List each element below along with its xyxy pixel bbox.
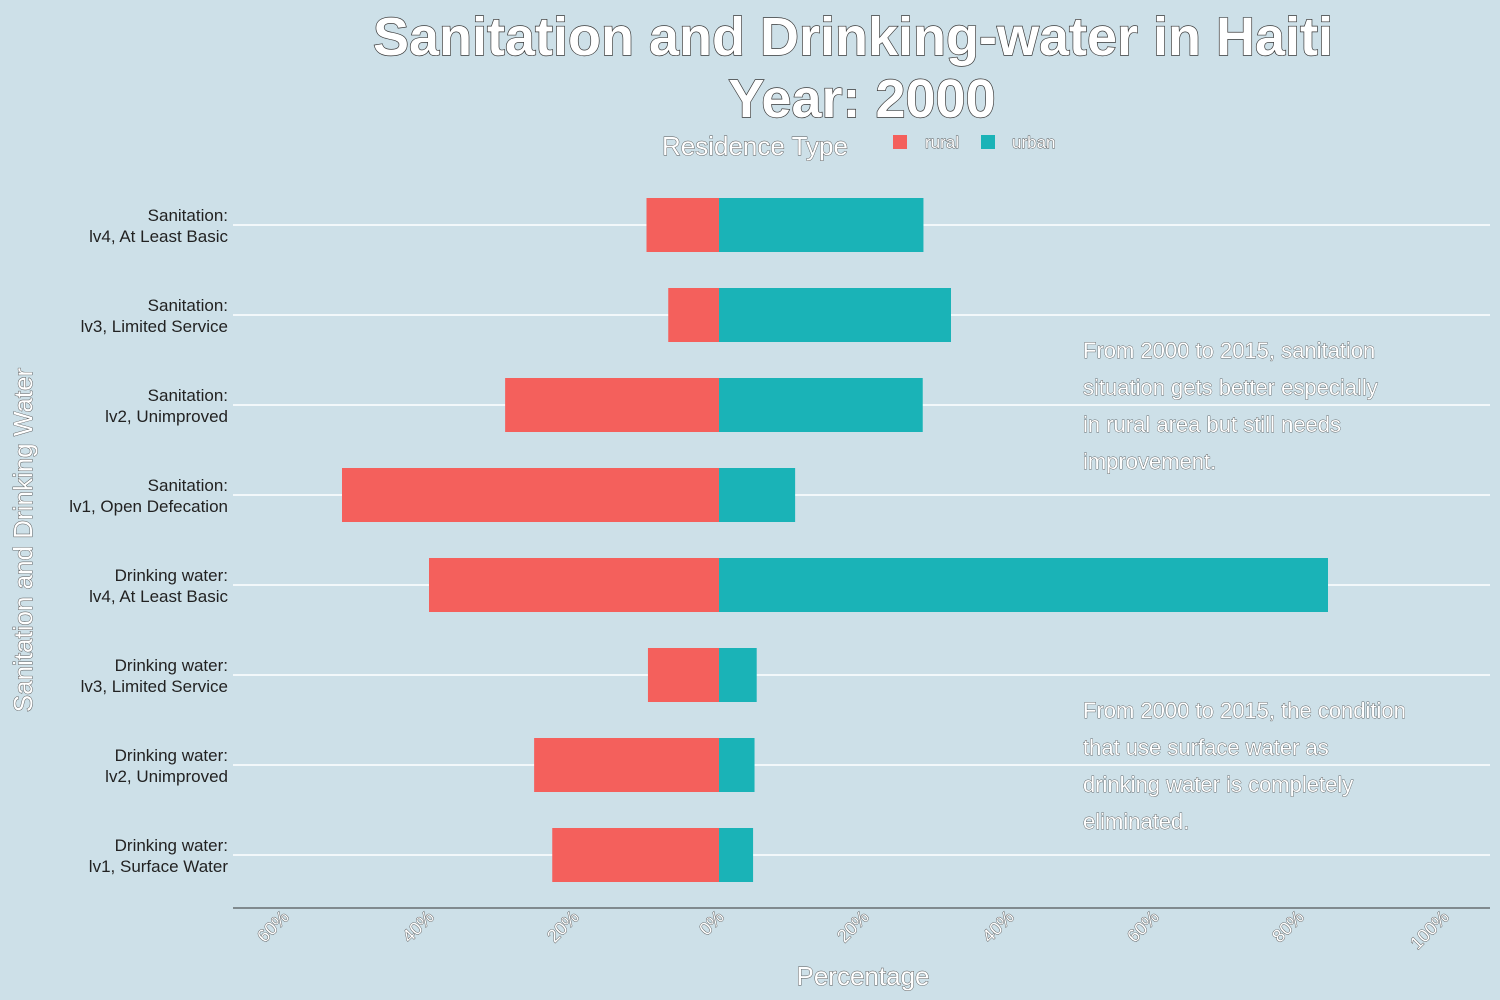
annotations: From 2000 to 2015, sanitation situation g… <box>1083 338 1407 835</box>
category-label: Drinking water: <box>115 566 228 585</box>
x-tick-label: 40% <box>398 907 438 947</box>
x-axis-title: Percentage <box>797 961 930 991</box>
bar-urban <box>719 648 757 702</box>
category-label: Sanitation: <box>148 296 228 315</box>
bar-urban <box>719 288 951 342</box>
annotation-line: From 2000 to 2015, sanitation <box>1083 338 1375 363</box>
chart-subtitle: Year: 2000 <box>728 69 995 129</box>
category-label: Sanitation: <box>148 386 228 405</box>
bar-rural <box>342 468 719 522</box>
annotation-line: eliminated. <box>1083 809 1189 834</box>
x-tick-label: 20% <box>543 907 583 947</box>
x-tick-label: 40% <box>978 907 1018 947</box>
category-label: lv1, Open Defecation <box>69 497 228 516</box>
bar-rural <box>534 738 719 792</box>
x-tick-label: 0% <box>695 907 728 940</box>
bars <box>342 198 1328 882</box>
legend-swatch-urban <box>981 135 995 149</box>
category-label: Drinking water: <box>115 836 228 855</box>
x-tick-label: 100% <box>1406 907 1453 954</box>
legend-label-rural: rural <box>925 133 959 152</box>
bar-rural <box>505 378 719 432</box>
category-label: lv3, Limited Service <box>81 677 228 696</box>
legend-swatch-rural <box>893 135 907 149</box>
category-label: lv2, Unimproved <box>105 767 228 786</box>
legend-label-urban: urban <box>1012 133 1055 152</box>
bar-urban <box>719 738 755 792</box>
bar-rural <box>552 828 719 882</box>
legend-title: Residence Type <box>662 131 848 161</box>
category-label: lv1, Surface Water <box>89 857 229 876</box>
annotation-line: From 2000 to 2015, the condition <box>1083 698 1406 723</box>
category-label: Drinking water: <box>115 746 228 765</box>
legend: Residence Type rural urban <box>662 131 1056 162</box>
bar-urban <box>719 468 796 522</box>
annotation-line: improvement. <box>1083 449 1216 474</box>
chart-title: Sanitation and Drinking-water in Haiti <box>373 7 1333 67</box>
category-label: lv4, At Least Basic <box>89 587 228 606</box>
category-label: lv3, Limited Service <box>81 317 228 336</box>
x-tick-label: 20% <box>833 907 873 947</box>
annotation-line: situation gets better especially <box>1083 375 1378 400</box>
bar-rural <box>429 558 719 612</box>
category-label: Sanitation: <box>148 206 228 225</box>
annotation-line: drinking water is completely <box>1083 772 1353 797</box>
category-label: lv2, Unimproved <box>105 407 228 426</box>
bar-rural <box>647 648 719 702</box>
bar-urban <box>719 828 754 882</box>
x-tick-label: 60% <box>1123 907 1163 947</box>
bar-rural <box>646 198 719 252</box>
x-tick-label: 80% <box>1268 907 1308 947</box>
x-tick-labels: 60% 40% 20% 0% 20% 40% 60% 80% 100% <box>253 906 1454 954</box>
category-labels: Sanitation: lv4, At Least Basic Sanitation… <box>69 206 228 876</box>
x-tick-label: 60% <box>253 907 293 947</box>
annotation-line: that use surface water as <box>1083 735 1329 760</box>
y-axis-title: Sanitation and Drinking Water <box>8 367 38 712</box>
bar-urban <box>719 558 1328 612</box>
bar-rural <box>668 288 719 342</box>
category-label: Drinking water: <box>115 656 228 675</box>
bar-urban <box>719 378 923 432</box>
category-label: Sanitation: <box>148 476 228 495</box>
bar-urban <box>719 198 924 252</box>
annotation-line: in rural area but still needs <box>1083 412 1341 437</box>
category-label: lv4, At Least Basic <box>89 227 228 246</box>
